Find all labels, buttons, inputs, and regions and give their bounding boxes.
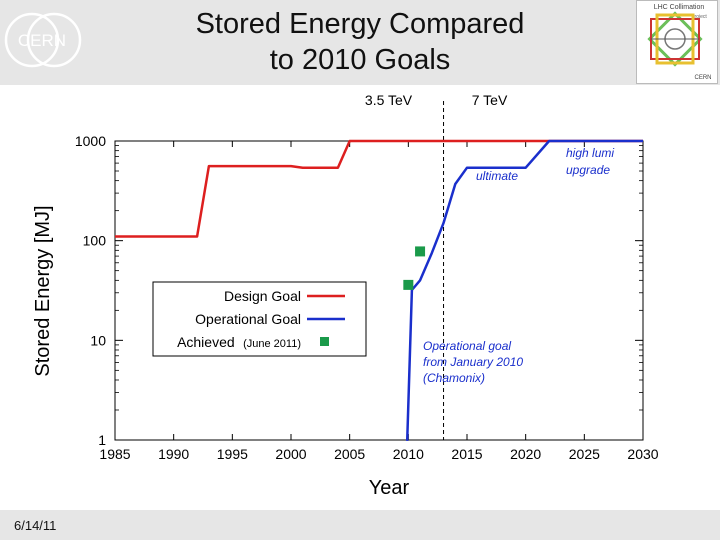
logo-caption-1: LHC Collimation [654, 4, 705, 11]
achieved-point-1 [415, 246, 426, 257]
x-tick-label-1985: 1985 [99, 446, 130, 462]
x-tick-label-2020: 2020 [510, 446, 541, 462]
slide-date: 6/14/11 [14, 518, 57, 533]
x-axis-label: Year [369, 477, 410, 499]
cern-logo: CERN [2, 2, 84, 82]
header-band [0, 0, 720, 85]
annotation-op-goal-2: from January 2010 [423, 355, 523, 369]
y-tick-label-1: 1 [98, 432, 106, 448]
legend-achieved-note: (June 2011) [243, 338, 301, 350]
title-line-2: to 2010 Goals [269, 44, 451, 76]
achieved-point-0 [403, 279, 414, 290]
stored-energy-chart: 1985 1990 1995 2000 2005 2010 2015 2020 2025 2030… [0, 85, 720, 505]
collimation-project-logo: LHC Collimation Project CERN [636, 0, 718, 84]
x-tick-label-1990: 1990 [158, 446, 189, 462]
legend: Design Goal Operational Goal Achieved (J… [152, 281, 367, 357]
series-line-operational-goal [405, 139, 643, 441]
title-line-1: Stored Energy Compared [195, 8, 525, 40]
annotation-ultimate: ultimate [476, 169, 518, 183]
x-tick-label-2025: 2025 [569, 446, 600, 462]
y-tick-label-1000: 1000 [75, 133, 106, 149]
series-line-design-goal [115, 139, 643, 238]
legend-label-operational-goal: Operational Goal [195, 311, 301, 327]
logo-caption-2: Project [691, 14, 707, 20]
y-axis-label: Stored Energy [MJ] [32, 205, 54, 376]
y-tick-label-100: 100 [83, 233, 107, 249]
cern-logo-text: CERN [18, 31, 66, 50]
legend-swatch-achieved [320, 337, 329, 346]
x-tick-label-1995: 1995 [217, 446, 248, 462]
annotation-op-goal-3: (Chamonix) [423, 371, 485, 385]
x-tick-label-2010: 2010 [393, 446, 424, 462]
x-tick-label-2005: 2005 [334, 446, 365, 462]
x-tick-label-2015: 2015 [451, 446, 482, 462]
footer-band [0, 510, 720, 540]
annotation-high-lumi: high lumi [566, 146, 614, 160]
legend-label-achieved: Achieved (June 2011) [177, 334, 301, 351]
energy-label-7tev: 7 TeV [472, 92, 508, 108]
logo-caption-3: CERN [694, 75, 711, 81]
y-tick-label-10: 10 [90, 332, 106, 348]
annotation-upgrade: upgrade [566, 163, 610, 177]
energy-label-3.5tev: 3.5 TeV [365, 92, 413, 108]
annotation-op-goal-1: Operational goal [423, 339, 511, 353]
x-tick-label-2030: 2030 [627, 446, 658, 462]
legend-achieved-name: Achieved [177, 334, 235, 350]
x-tick-label-2000: 2000 [275, 446, 306, 462]
page-title: Stored Energy Compared to 2010 Goals [150, 6, 570, 78]
legend-label-design-goal: Design Goal [224, 288, 301, 304]
